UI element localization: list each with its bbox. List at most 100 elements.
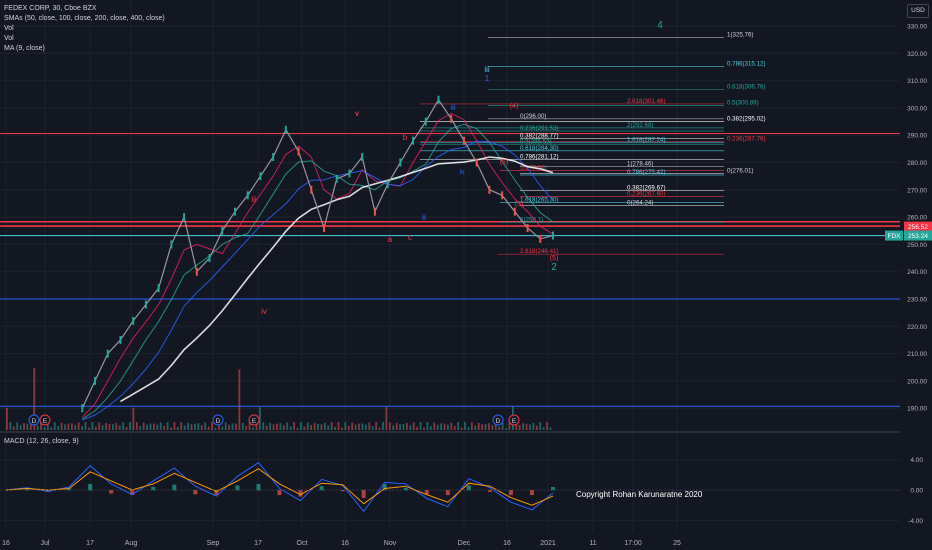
fib-label: 1.618(287.24) xyxy=(627,137,666,144)
volume-bar xyxy=(187,422,189,430)
candle xyxy=(94,376,97,385)
macd-histogram-bar xyxy=(403,487,408,491)
volume-bar xyxy=(436,424,439,430)
volume-bar xyxy=(361,423,364,430)
volume-bar xyxy=(170,427,172,430)
volume-bar xyxy=(101,425,104,430)
candle xyxy=(450,114,453,123)
volume-bar xyxy=(64,424,66,430)
candle xyxy=(462,136,465,145)
wave-label: ii xyxy=(422,213,426,222)
fib-label: 2(258.1) xyxy=(520,216,543,223)
volume-bar xyxy=(47,422,49,430)
legend-macd[interactable]: MACD (12, 26, close, 9) xyxy=(4,438,79,445)
volume-bar xyxy=(214,427,217,430)
volume-bar xyxy=(327,425,330,430)
volume-bar xyxy=(265,425,268,430)
volume-bar xyxy=(262,422,265,430)
macd-histogram-bar xyxy=(508,490,513,496)
fib-label: 1(278.46) xyxy=(627,161,654,168)
candle xyxy=(132,316,135,325)
fib-label: 0.786(281.12) xyxy=(520,153,559,160)
time-axis[interactable]: 16 Jul 17 Aug Sep 17 Oct 16 Nov Dec 16 2021 11 17:00 2… xyxy=(2,540,681,547)
moving-average-line xyxy=(82,140,554,421)
volume-bar xyxy=(115,422,118,430)
candle xyxy=(552,231,554,240)
candle xyxy=(513,207,516,216)
candle xyxy=(412,136,415,145)
fib-label: 2(292.68) xyxy=(627,122,654,129)
volume-bar xyxy=(207,426,210,430)
volume-bar xyxy=(395,423,398,430)
price-tick-label: 210.00 xyxy=(907,351,927,358)
legend-smas[interactable]: SMAs (50, close, 100, close, 200, close,… xyxy=(4,15,165,22)
volume-bar xyxy=(224,422,227,430)
price-axis[interactable]: 330.00 320.00 310.00 300.00 290.00 280.00 270.… xyxy=(907,24,927,413)
volume-bar xyxy=(494,422,497,430)
legend-ma[interactable]: MA (9, close) xyxy=(4,45,45,52)
macd-histogram-bar xyxy=(424,490,429,495)
candle xyxy=(501,191,504,200)
price-tick-label: 230.00 xyxy=(907,297,927,304)
volume-bar xyxy=(197,423,200,430)
fib-label: 0.5(300.89) xyxy=(727,99,759,106)
volume-bar xyxy=(111,424,114,430)
macd-histogram-bar xyxy=(529,490,534,496)
currency-button[interactable]: USD xyxy=(907,4,929,18)
wave-label: (3) xyxy=(515,201,524,208)
macd-histogram-bar xyxy=(382,483,387,491)
wave-label: iii xyxy=(484,65,490,74)
volume-bar xyxy=(228,424,231,430)
macd-axis[interactable]: 4.00 0.00 -4.00 xyxy=(908,457,923,525)
macd-histogram-bar xyxy=(445,490,450,496)
volume-bar xyxy=(453,425,456,430)
price-tick-label: 320.00 xyxy=(907,51,927,58)
volume-bar xyxy=(183,425,186,430)
symbol-label-text: FDX xyxy=(888,233,902,240)
legend-volume[interactable]: Vol xyxy=(4,25,14,32)
macd-histogram-bar xyxy=(487,490,492,493)
copyright-text: Copyright Rohan Karunaratne 2020 xyxy=(576,490,703,499)
fib-label: 0.618(306.76) xyxy=(727,83,766,90)
event-marker xyxy=(28,414,40,426)
macd-histogram-bar xyxy=(551,486,555,491)
price-tick-label: 330.00 xyxy=(907,24,927,31)
time-tick-label: Oct xyxy=(297,540,308,547)
volume-bar xyxy=(330,422,333,430)
fib-label: 0.382(288.77) xyxy=(520,133,559,140)
time-tick-label: Jul xyxy=(41,540,50,547)
volume-bar xyxy=(385,406,388,430)
macd-histogram-bar xyxy=(172,484,177,491)
volume-bar xyxy=(491,425,494,430)
volume-bar xyxy=(77,422,80,430)
price-tick-label: 300.00 xyxy=(907,105,927,112)
chart-title[interactable]: FEDEX CORP, 30, Cboe BZX xyxy=(4,5,97,12)
volume-bar xyxy=(549,427,552,430)
volume-bar xyxy=(166,422,169,430)
volume-bar xyxy=(344,422,347,430)
volume-bar xyxy=(26,423,29,430)
price-tick-label: 270.00 xyxy=(907,187,927,194)
macd-histogram-bar xyxy=(109,490,114,494)
volume-bar xyxy=(300,422,302,430)
volume-bar xyxy=(91,422,94,430)
wave-label: iv xyxy=(261,307,267,316)
volume-bar xyxy=(12,426,15,430)
volume-bar xyxy=(217,422,220,430)
volume-bar xyxy=(546,422,548,430)
fib-label: 0.236(267.60) xyxy=(627,190,666,197)
volume-bar xyxy=(341,427,343,430)
volume-bar xyxy=(351,422,354,430)
volume-bar xyxy=(36,425,39,430)
volume-bar xyxy=(139,426,142,430)
volume-bar xyxy=(505,427,507,430)
fib-label: 0(276.01) xyxy=(727,167,754,174)
legend-volume-2[interactable]: Vol xyxy=(4,35,14,42)
candle xyxy=(183,213,186,222)
fib-label: 0.786(275.42) xyxy=(627,169,666,176)
volume-bar xyxy=(368,422,371,430)
